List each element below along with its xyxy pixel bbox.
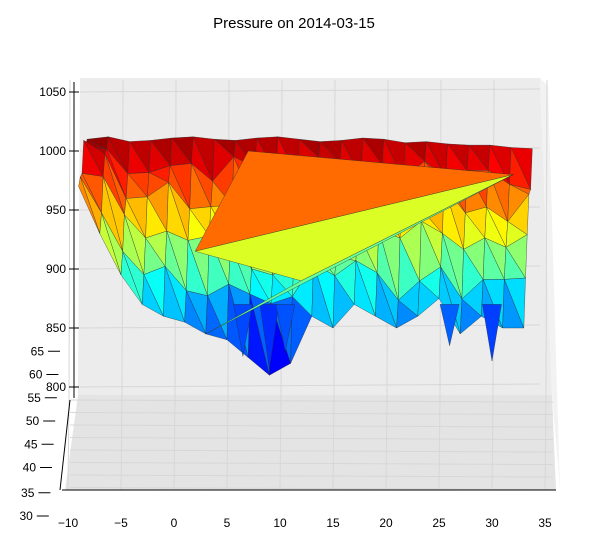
grid-line-x-floor — [385, 394, 388, 491]
grid-line-x-floor — [226, 394, 229, 491]
z-tick-label: 850 — [46, 321, 66, 335]
surface-face — [502, 279, 524, 329]
grid-line-y — [69, 449, 554, 453]
surface-face — [311, 263, 334, 329]
x-tick-label: 35 — [538, 516, 552, 530]
y-axis-line — [59, 399, 71, 491]
axes — [59, 82, 556, 491]
surface-face — [99, 212, 122, 276]
grid-line-y — [69, 399, 554, 403]
surface-face — [248, 293, 270, 376]
surface-trough — [233, 304, 253, 357]
surface-face — [290, 296, 312, 364]
y-tick-label: 50 — [26, 414, 40, 428]
grid-line-z — [79, 88, 541, 93]
surface-face — [78, 176, 100, 234]
surface-face — [375, 272, 397, 329]
surface-face — [460, 298, 482, 335]
surface-face — [163, 266, 185, 323]
x-tick-label: 15 — [326, 516, 340, 530]
grid-line-y — [69, 437, 554, 440]
grid-line-x-floor — [491, 394, 494, 491]
grid-line-y — [69, 474, 554, 478]
y-tick-label: 35 — [21, 486, 35, 500]
z-tick-labels: 800 850 900 950 1000 1050 — [39, 85, 79, 394]
grid-line-x-floor — [120, 394, 123, 491]
grid-line-x — [68, 79, 71, 396]
y-tick-label: 40 — [23, 461, 37, 475]
surface-trough — [275, 304, 295, 352]
surface-face — [205, 295, 228, 340]
x-tick-label: 25 — [432, 516, 446, 530]
y-tick-labels: 30 35 40 45 50 55 60 65 — [19, 344, 60, 523]
x-tick-label: 5 — [224, 516, 231, 530]
grid-line-x-floor — [544, 394, 547, 491]
surface-trough — [482, 304, 502, 362]
y-tick-label: 55 — [27, 391, 41, 405]
x-tick-label: −10 — [58, 516, 79, 530]
floor-pane — [65, 395, 556, 490]
grid-line-x-floor — [332, 394, 335, 491]
chart-title: Pressure on 2014-03-15 — [213, 15, 375, 32]
grid-line-z — [79, 383, 541, 388]
x-tick-label: 10 — [273, 516, 287, 530]
grid-line-y — [69, 412, 554, 415]
z-tick-label: 900 — [46, 262, 66, 276]
surface-face — [396, 300, 418, 329]
z-tick-label: 950 — [46, 203, 66, 217]
surface-face — [142, 274, 164, 317]
grid-line-x-floor — [173, 394, 176, 491]
y-tick-label: 60 — [29, 368, 43, 382]
x-tick-label: 20 — [379, 516, 393, 530]
grid-line-y — [69, 462, 554, 465]
surface-face — [354, 260, 376, 317]
surface-face — [417, 280, 440, 317]
x-tick-label: 0 — [171, 516, 178, 530]
z-tick-label: 800 — [46, 380, 66, 394]
surface-trough — [439, 304, 460, 346]
surface-face — [120, 251, 143, 305]
z-tick-label: 1050 — [39, 85, 66, 99]
y-tick-label: 30 — [19, 509, 33, 523]
x-tick-label: 30 — [485, 516, 499, 530]
grid-line-y — [69, 424, 554, 428]
surface-sheet — [205, 174, 514, 335]
x-tick-labels: −10 −5 0 5 10 15 20 25 30 35 — [58, 516, 552, 530]
y-tick-label: 65 — [31, 344, 45, 358]
grid-line-y — [69, 487, 554, 490]
z-tick-label: 1000 — [39, 144, 66, 158]
grid-line-x — [545, 79, 548, 396]
surface-trough — [259, 304, 280, 370]
grid-line-x-floor — [279, 394, 282, 491]
pressure-surface — [78, 136, 533, 376]
surface-face — [332, 275, 355, 329]
grid-line-x-floor — [438, 394, 441, 491]
right-pane — [540, 78, 560, 490]
surface-face — [184, 290, 206, 335]
x-tick-label: −5 — [114, 516, 128, 530]
y-tick-label: 45 — [24, 437, 38, 451]
